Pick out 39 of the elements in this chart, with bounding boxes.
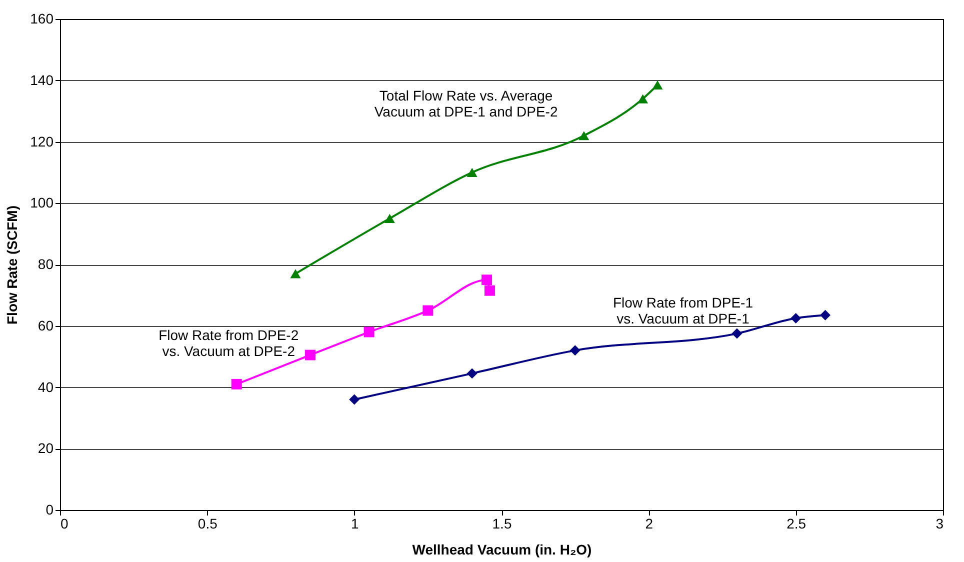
y-tick-label: 80 bbox=[38, 256, 54, 272]
point bbox=[349, 394, 360, 405]
y-tick-label: 120 bbox=[30, 133, 54, 150]
y-tick-label: 100 bbox=[30, 194, 54, 211]
point bbox=[364, 326, 374, 338]
x-tick-label: 0 bbox=[60, 516, 68, 532]
x-tick-label: 1 bbox=[350, 516, 359, 532]
x-tick-label: 2 bbox=[645, 516, 654, 532]
point bbox=[578, 131, 590, 140]
x-tick-label: 0.5 bbox=[198, 516, 218, 532]
y-tick-label: 0 bbox=[46, 502, 54, 518]
y-tick-label: 40 bbox=[38, 378, 54, 395]
series-label: Total Flow Rate vs. Average Vacuum at DPE-1 and DPE-2 bbox=[374, 87, 558, 120]
y-tick-label: 20 bbox=[38, 440, 54, 456]
point bbox=[732, 328, 742, 339]
x-axis-title: Wellhead Vacuum (in. H₂O) bbox=[412, 542, 592, 558]
series-label: Flow Rate from DPE-1 vs. Vacuum at DPE-1 bbox=[612, 294, 754, 327]
point bbox=[652, 80, 663, 90]
point bbox=[638, 94, 648, 104]
point bbox=[790, 312, 802, 324]
point bbox=[484, 285, 495, 296]
y-tick-label: 140 bbox=[30, 72, 54, 88]
y-tick-label: 160 bbox=[30, 10, 54, 26]
x-tick-label: 2.5 bbox=[786, 516, 806, 532]
x-tick-label: 3 bbox=[936, 516, 944, 532]
point bbox=[384, 214, 395, 224]
x-tick-label: 1.5 bbox=[492, 516, 512, 532]
y-axis-title: Flow Rate (SCFM) bbox=[4, 206, 20, 324]
point bbox=[482, 274, 492, 286]
point bbox=[466, 368, 478, 379]
point bbox=[231, 378, 242, 390]
series-label: Flow Rate from DPE-2 vs. Vacuum at DPE-2 bbox=[158, 327, 299, 360]
point bbox=[570, 345, 580, 356]
point bbox=[422, 305, 434, 316]
point bbox=[290, 269, 301, 278]
point bbox=[466, 168, 478, 177]
point bbox=[304, 350, 316, 360]
y-tick-label: 60 bbox=[38, 317, 54, 334]
point bbox=[820, 310, 831, 320]
